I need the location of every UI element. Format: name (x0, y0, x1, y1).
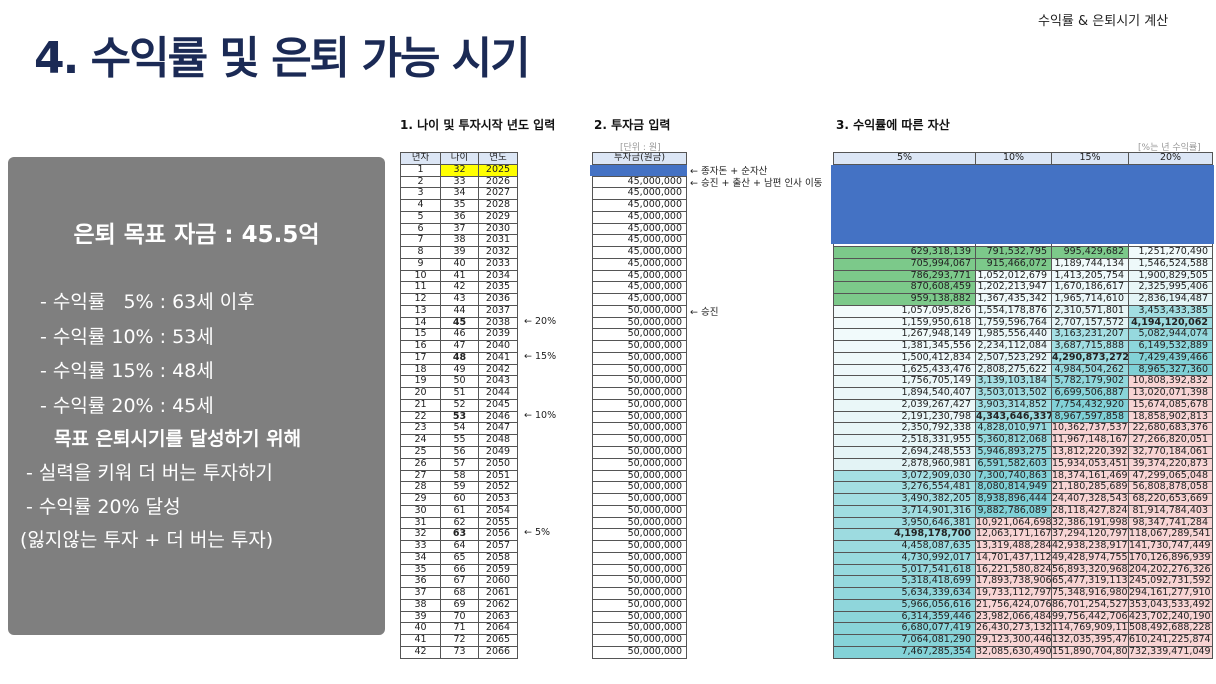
rate-line-15: - 수익률 15% : 48세 (40, 360, 214, 382)
asset-cell[interactable]: 732,339,471,049 (1128, 645, 1213, 659)
table3-title: 3. 수익률에 따른 자산 (836, 118, 950, 132)
asset-cell[interactable]: 32,085,630,490 (975, 645, 1052, 659)
rate-line-20: - 수익률 20% : 45세 (40, 395, 214, 417)
investment-note: ← 종자돈 + 순자산 (690, 165, 768, 177)
retirement-goal: 은퇴 목표 자금 : 45.5억 (73, 222, 320, 248)
action-line: (잃지않는 투자 + 더 버는 투자) (20, 529, 274, 551)
rate-line-10: - 수익률 10% : 53세 (40, 326, 214, 348)
page-title: 4. 수익률 및 은퇴 가능 시기 (34, 33, 531, 84)
table3-unit: [%는 년 수익률] (1138, 143, 1201, 153)
goal-subheading: 목표 은퇴시기를 달성하기 위해 (54, 428, 302, 450)
action-line: - 수익률 20% 달성 (26, 496, 181, 518)
table2-unit: [단위 : 원] (620, 143, 661, 153)
summary-panel: 은퇴 목표 자금 : 45.5억 - 수익률 5% : 63세 이후 - 수익률… (8, 157, 385, 635)
investment-note: ← 승진 (690, 306, 719, 318)
age-note: ← 15% (524, 350, 557, 362)
age-cell[interactable]: 73 (440, 645, 479, 659)
redacted-cell (590, 164, 687, 176)
table2-title: 2. 투자금 입력 (594, 118, 671, 132)
investment-cell[interactable]: 50,000,000 (592, 645, 687, 659)
age-note: ← 20% (524, 315, 557, 327)
section-label: 수익률 & 은퇴시기 계산 (1038, 14, 1169, 29)
age-note: ← 5% (524, 527, 551, 539)
year-cell[interactable]: 2066 (478, 645, 518, 659)
year-index-cell[interactable]: 42 (400, 645, 441, 659)
redacted-block (831, 164, 1214, 244)
asset-cell[interactable]: 151,890,704,801 (1051, 645, 1129, 659)
action-line: - 실력을 키워 더 버는 투자하기 (26, 462, 273, 484)
table1-title: 1. 나이 및 투자시작 년도 입력 (400, 118, 556, 132)
age-note: ← 10% (524, 409, 557, 421)
rate-line-5: - 수익률 5% : 63세 이후 (40, 291, 255, 313)
asset-cell[interactable]: 7,467,285,354 (833, 645, 976, 659)
investment-note: ← 승진 + 출산 + 남편 인사 이동 (690, 177, 823, 189)
